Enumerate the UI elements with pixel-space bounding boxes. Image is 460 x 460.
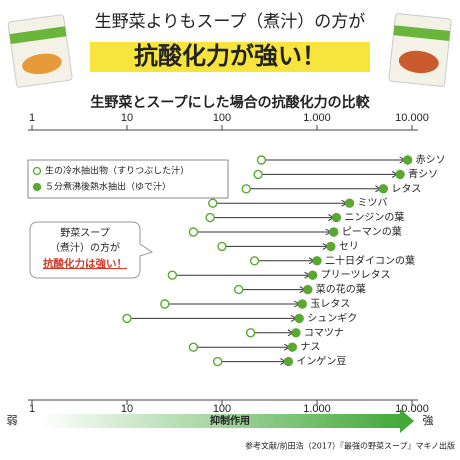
category-label: ナス <box>300 341 320 353</box>
legend-box <box>27 159 229 199</box>
category-label: コマツナ <box>304 327 344 339</box>
point <box>378 184 389 194</box>
legend-marker <box>32 166 42 176</box>
x-tick-label: 100 <box>213 112 231 124</box>
callout-text: （煮汁）の方が <box>50 241 120 254</box>
point <box>344 198 355 208</box>
category-label: セリ <box>339 240 359 252</box>
legend-marker <box>32 182 42 192</box>
point <box>402 155 413 165</box>
point <box>188 227 199 237</box>
chart-title: 生野菜よりもスープ（煮汁）の方が <box>95 12 366 32</box>
point <box>291 328 301 338</box>
point <box>208 198 218 208</box>
callout <box>29 221 154 279</box>
category-label: 二十日ダイコンの葉 <box>325 254 415 267</box>
point <box>326 241 336 252</box>
point <box>256 155 267 165</box>
category-label: 赤シソ <box>416 154 446 166</box>
point <box>303 284 313 295</box>
subtitle: 生野菜とスープにした場合の抗酸化力の比較 <box>90 94 370 111</box>
category-label: 青シソ <box>408 167 438 180</box>
category-label: レタス <box>391 183 421 195</box>
legend-label: ５分煮沸後熱水抽出（ゆで汁） <box>45 181 171 193</box>
x-tick-label: 10 <box>121 403 133 415</box>
point <box>217 241 227 252</box>
point <box>212 356 223 367</box>
headline-highlight <box>90 42 370 72</box>
axis-label: 抑制作用 <box>210 414 250 427</box>
category-label: シュンギク <box>307 312 357 324</box>
x-tick-label: 10.000 <box>395 112 429 124</box>
point <box>307 270 318 280</box>
callout-text: 抗酸化力は強い！ <box>43 257 127 270</box>
point <box>287 342 298 352</box>
axis-strong: 強 <box>423 414 434 427</box>
point <box>249 256 260 266</box>
point <box>329 227 339 237</box>
product-right <box>388 13 452 87</box>
point <box>167 270 178 280</box>
point <box>294 313 304 324</box>
point <box>188 342 199 352</box>
point <box>234 284 244 295</box>
point <box>241 184 251 194</box>
axis-weak: 弱 <box>7 414 18 427</box>
point <box>253 169 263 180</box>
point <box>283 356 294 367</box>
point <box>331 212 342 223</box>
callout-text: 野菜スープ <box>60 227 109 239</box>
point <box>205 212 215 223</box>
product-left <box>7 14 73 88</box>
x-tick-label: 1.000 <box>303 403 331 415</box>
category-label: プリーツレタス <box>321 269 391 281</box>
headline: 抗酸化力が強い！ <box>134 42 326 70</box>
point <box>122 313 132 324</box>
point <box>395 169 405 180</box>
source: 参考文献/前田浩（2017）『最強の野菜スープ』マキノ出版 <box>245 441 455 451</box>
point <box>297 299 307 309</box>
category-label: ニンジンの葉 <box>344 211 404 224</box>
x-tick-label: 1.000 <box>303 112 331 124</box>
x-tick-label: 1 <box>29 112 35 124</box>
x-tick-label: 1 <box>29 403 35 415</box>
point <box>245 328 256 338</box>
category-label: 菜の花の葉 <box>316 283 366 296</box>
category-label: 玉レタス <box>310 298 350 310</box>
point <box>312 256 322 266</box>
x-tick-label: 10 <box>121 112 133 124</box>
x-tick-label: 10.000 <box>395 403 429 415</box>
category-label: ピーマンの葉 <box>342 225 402 238</box>
strength-arrow <box>40 409 414 433</box>
category-label: インゲン豆 <box>296 356 346 368</box>
point <box>160 299 170 309</box>
legend-label: 生の冷水抽出物（すりつぶした汁） <box>45 165 189 177</box>
category-label: ミツバ <box>358 197 388 209</box>
x-tick-label: 100 <box>213 403 231 415</box>
